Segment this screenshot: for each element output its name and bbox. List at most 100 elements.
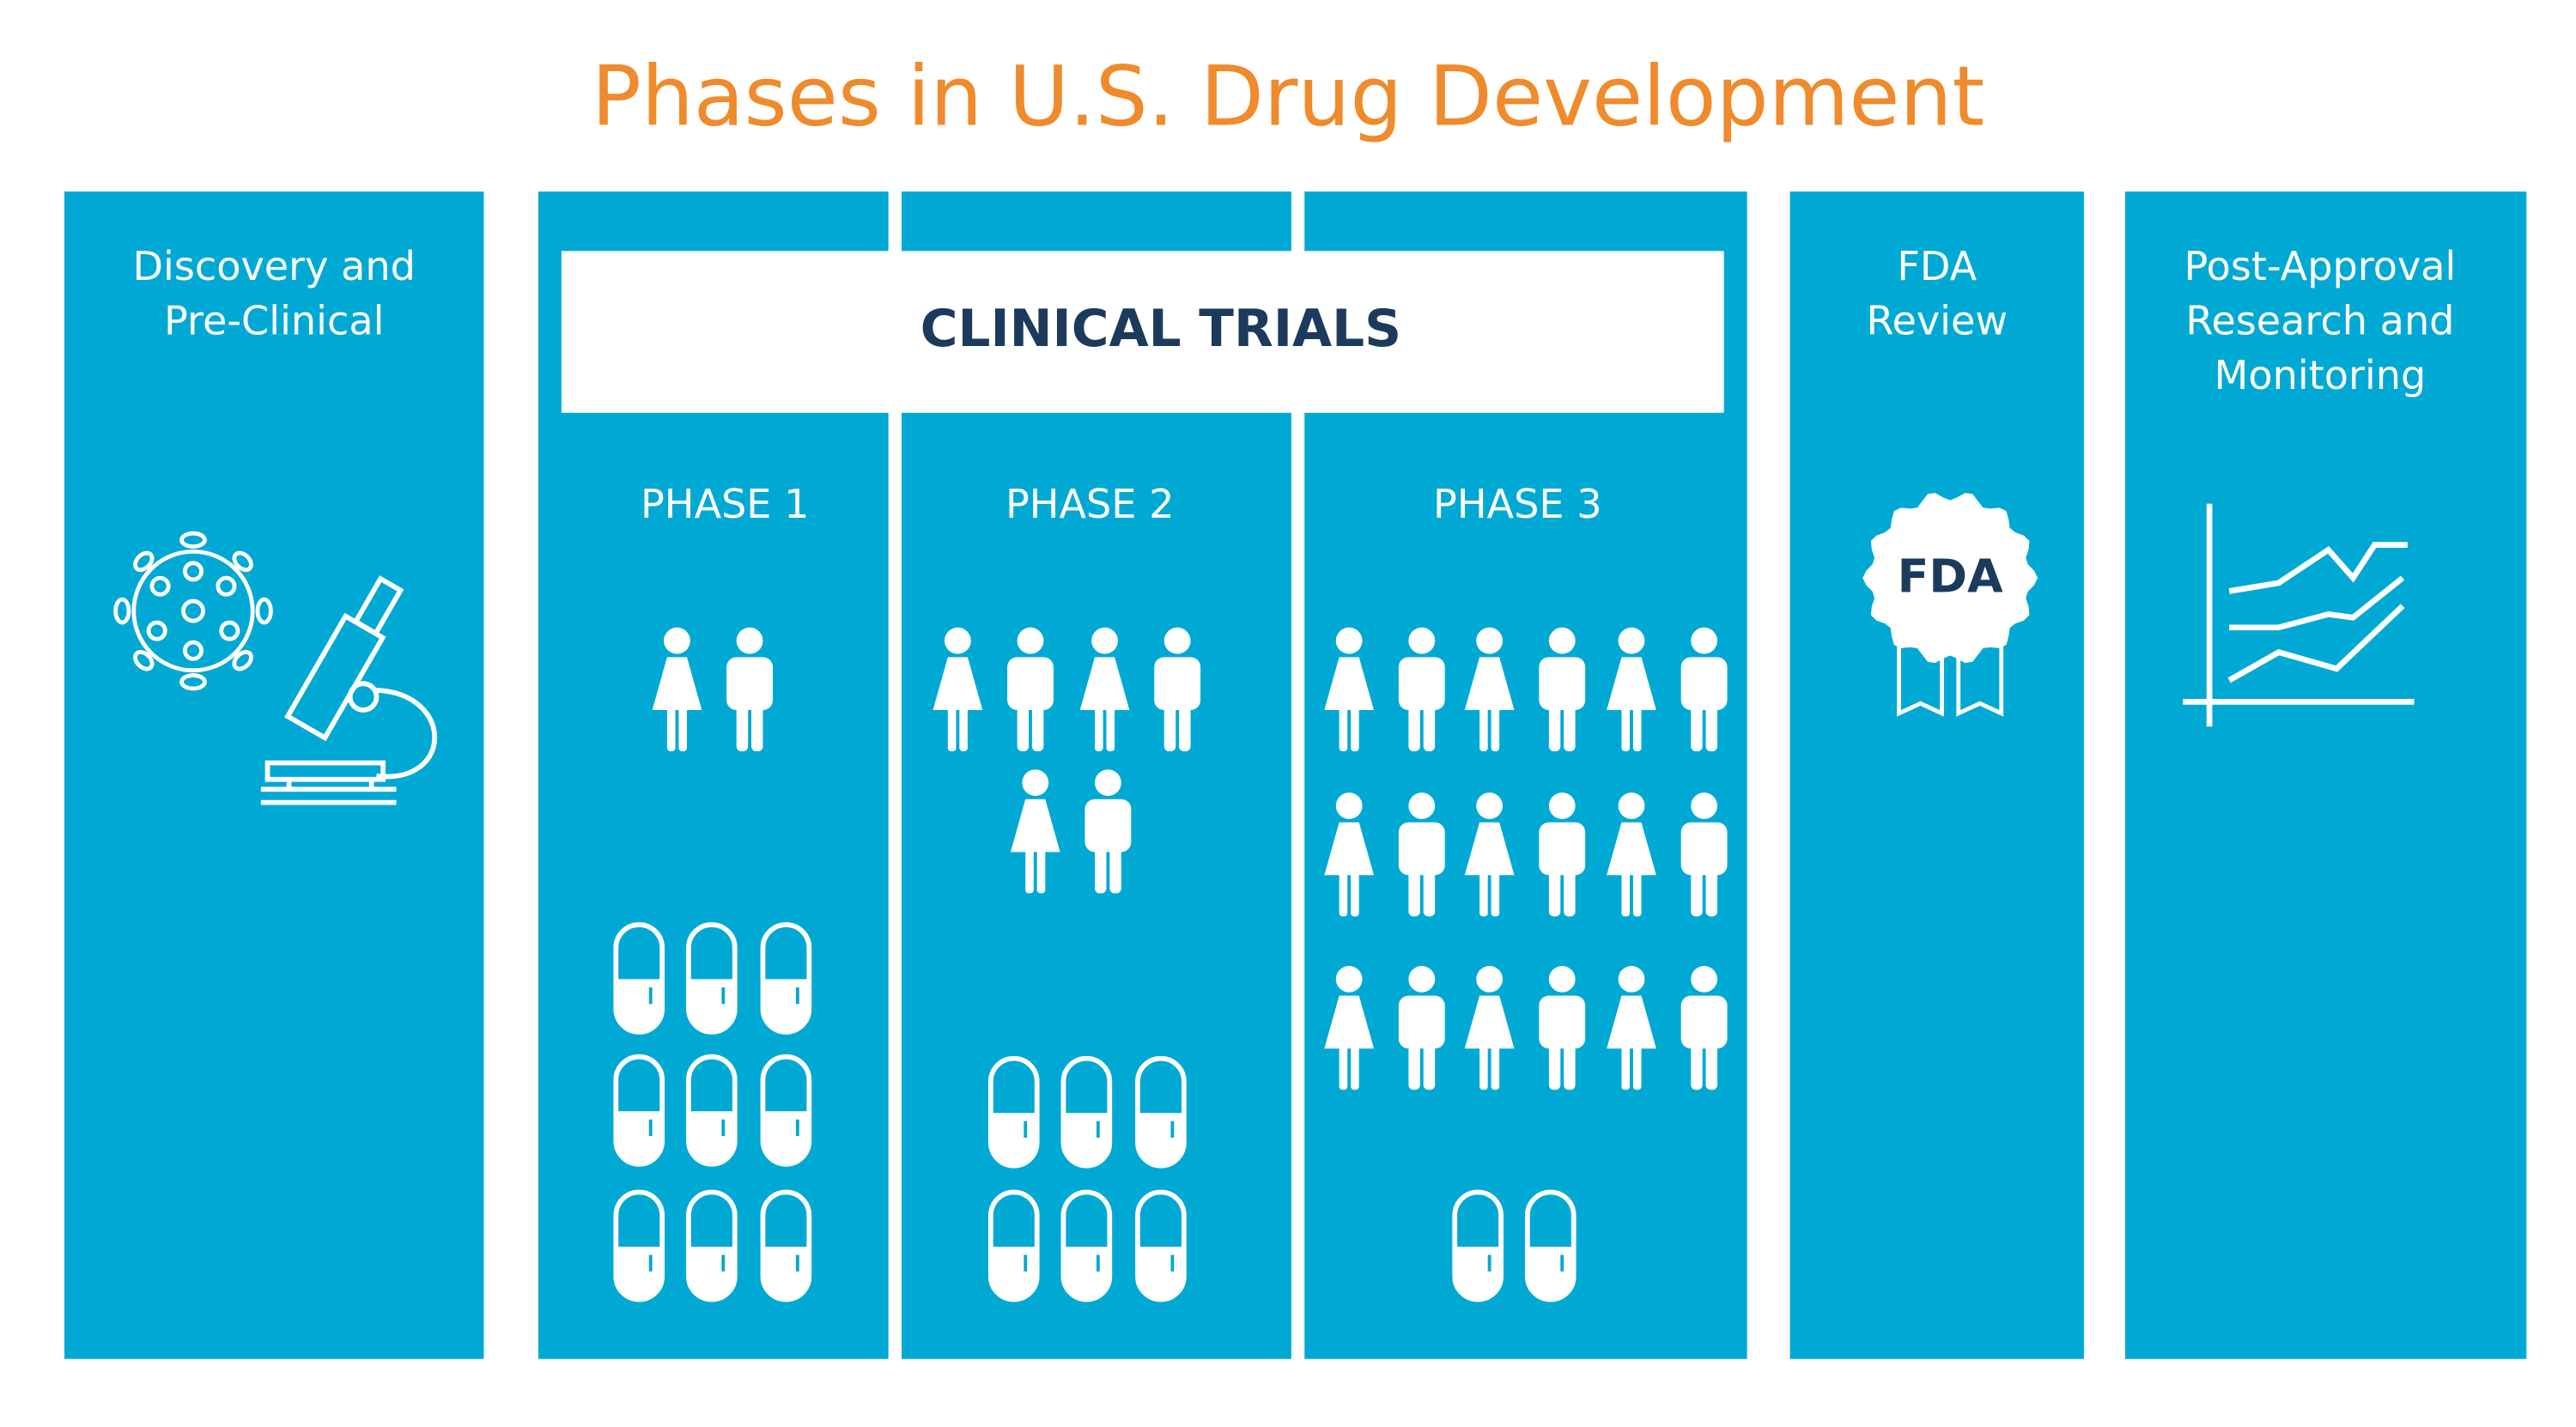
leg bbox=[751, 700, 763, 752]
head bbox=[1476, 792, 1503, 819]
leg bbox=[1548, 1038, 1561, 1090]
pill-outline bbox=[1452, 1189, 1504, 1303]
pill-outline bbox=[760, 1054, 812, 1167]
pill-outline bbox=[1135, 1055, 1187, 1169]
pill-outline bbox=[1060, 1189, 1113, 1303]
torso bbox=[1680, 822, 1728, 876]
pill-outline bbox=[686, 1189, 738, 1303]
dress bbox=[1607, 995, 1656, 1049]
man-icon bbox=[1154, 627, 1201, 752]
dress bbox=[1464, 657, 1515, 710]
man-icon bbox=[1398, 627, 1445, 752]
dress bbox=[1464, 822, 1515, 876]
man-icon bbox=[1680, 966, 1728, 1090]
man-icon bbox=[1680, 792, 1728, 917]
woman-icon bbox=[1324, 966, 1374, 1090]
pill-icon bbox=[760, 1189, 812, 1303]
leg bbox=[1479, 1045, 1488, 1090]
leg bbox=[1423, 865, 1436, 917]
dress bbox=[652, 657, 702, 710]
leg bbox=[1179, 700, 1191, 752]
pill-icon bbox=[760, 1054, 812, 1167]
leg bbox=[1479, 707, 1488, 752]
leg bbox=[1632, 871, 1642, 917]
leg bbox=[1621, 871, 1631, 917]
man-icon bbox=[1539, 792, 1586, 917]
leg bbox=[1408, 1038, 1420, 1090]
woman-icon bbox=[1079, 627, 1130, 752]
pill-icon bbox=[613, 922, 665, 1035]
leg bbox=[1491, 1045, 1500, 1090]
discovery-column bbox=[64, 191, 484, 1359]
torso bbox=[726, 657, 773, 710]
pill-outline bbox=[613, 922, 665, 1035]
fda-badge: FDA bbox=[1862, 493, 2038, 717]
dress bbox=[1324, 657, 1374, 710]
head bbox=[1691, 792, 1717, 819]
head bbox=[1091, 627, 1118, 654]
pill-outline bbox=[987, 1055, 1040, 1169]
leg bbox=[959, 707, 968, 752]
leg bbox=[1017, 700, 1030, 752]
dress bbox=[1324, 995, 1374, 1049]
leg bbox=[1408, 865, 1420, 917]
pill-icon bbox=[1060, 1189, 1113, 1303]
leg bbox=[1705, 865, 1717, 917]
pill-icon bbox=[1135, 1189, 1187, 1303]
torso bbox=[1398, 995, 1445, 1049]
torso bbox=[1680, 657, 1728, 710]
clinical-box bbox=[561, 251, 1724, 413]
head bbox=[1408, 792, 1436, 819]
leg bbox=[1564, 700, 1576, 752]
woman-icon bbox=[1607, 966, 1656, 1090]
torso bbox=[1007, 657, 1054, 710]
pill-outline bbox=[686, 1054, 738, 1167]
clinical-label: CLINICAL TRIALS bbox=[920, 300, 1401, 359]
pill-outline bbox=[760, 922, 812, 1035]
dress bbox=[1324, 822, 1374, 876]
torso bbox=[1398, 657, 1445, 710]
dress bbox=[1607, 657, 1656, 710]
torso bbox=[1154, 657, 1201, 710]
pill-outline bbox=[1135, 1189, 1187, 1303]
leg bbox=[1095, 841, 1107, 894]
pill-icon bbox=[1060, 1055, 1113, 1169]
dress bbox=[933, 657, 983, 710]
leg bbox=[1025, 848, 1034, 894]
torso bbox=[1398, 822, 1445, 876]
pill-outline bbox=[1524, 1189, 1577, 1303]
column-label: FDA bbox=[1897, 243, 1977, 289]
man-icon bbox=[1398, 966, 1445, 1090]
head bbox=[1408, 627, 1436, 654]
leg bbox=[1408, 700, 1420, 752]
leg bbox=[1351, 871, 1359, 917]
dress bbox=[1464, 995, 1515, 1049]
pill-outline bbox=[760, 1189, 812, 1303]
pill-icon bbox=[686, 922, 738, 1035]
head bbox=[1335, 966, 1363, 993]
leg bbox=[1491, 871, 1500, 917]
man-icon bbox=[1084, 769, 1132, 894]
dress bbox=[1010, 799, 1060, 853]
woman-icon bbox=[1464, 627, 1515, 752]
column-label: Research and bbox=[2185, 297, 2454, 343]
leg bbox=[1163, 700, 1176, 752]
leg bbox=[1632, 707, 1642, 752]
phase-label: PHASE 3 bbox=[1433, 481, 1602, 527]
pill-icon bbox=[760, 922, 812, 1035]
head bbox=[1017, 627, 1044, 654]
head bbox=[1408, 966, 1436, 993]
head bbox=[736, 627, 763, 654]
woman-icon bbox=[652, 627, 702, 752]
head bbox=[664, 627, 690, 654]
title: Phases in U.S. Drug Development bbox=[592, 49, 1984, 145]
head bbox=[1163, 627, 1191, 654]
man-icon bbox=[1539, 627, 1586, 752]
head bbox=[1095, 769, 1121, 796]
head bbox=[1022, 769, 1049, 796]
pill-outline bbox=[686, 922, 738, 1035]
head bbox=[1548, 627, 1576, 654]
leg bbox=[1339, 1045, 1348, 1090]
